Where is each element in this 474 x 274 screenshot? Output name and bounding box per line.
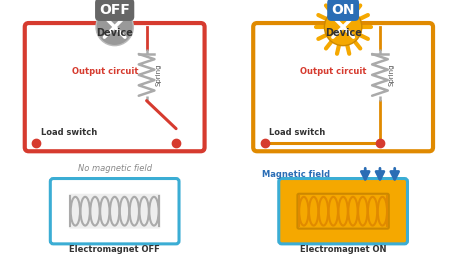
FancyBboxPatch shape (69, 194, 160, 229)
Text: Spring: Spring (389, 64, 395, 86)
Text: Device: Device (325, 28, 362, 38)
Text: Output circuit: Output circuit (300, 67, 366, 76)
Text: Spring: Spring (155, 64, 162, 86)
Text: Electromagnet ON: Electromagnet ON (300, 245, 386, 254)
Circle shape (96, 8, 133, 46)
FancyBboxPatch shape (297, 194, 389, 229)
Text: Output circuit: Output circuit (72, 67, 138, 76)
Text: Device: Device (96, 28, 133, 38)
Text: Electromagnet OFF: Electromagnet OFF (69, 245, 160, 254)
Text: OFF: OFF (99, 3, 130, 17)
Text: No magnetic field: No magnetic field (78, 164, 152, 173)
Text: Magnetic field: Magnetic field (262, 170, 330, 179)
Text: Load switch: Load switch (269, 128, 326, 137)
Circle shape (324, 8, 362, 46)
Text: ON: ON (331, 3, 355, 17)
Text: Load switch: Load switch (41, 128, 97, 137)
FancyBboxPatch shape (279, 179, 408, 244)
